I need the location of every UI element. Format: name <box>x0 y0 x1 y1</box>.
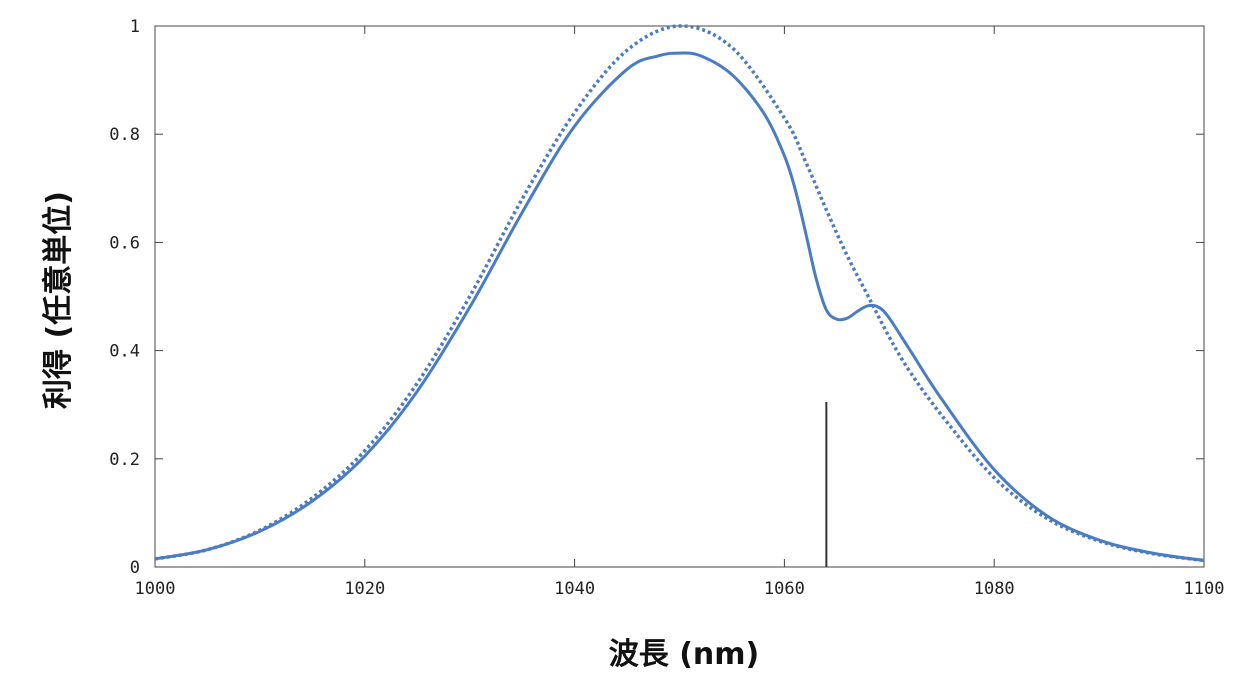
x-tick-label: 1020 <box>344 579 385 599</box>
series-line-dotted <box>154 24 1205 563</box>
x-axis-title: 波長 (nm) <box>609 637 759 672</box>
y-tick-label: 0.2 <box>109 450 140 470</box>
y-tick-label: 0.6 <box>109 233 140 253</box>
y-tick-label: 0.8 <box>109 125 140 145</box>
x-tick-label: 1100 <box>1184 579 1225 599</box>
axis-ticks: 1000 1020 1040 1060 1080 1100 0 0.2 0.4 0.6 0.8 1 <box>109 17 1224 599</box>
y-axis-title: 利得 (任意単位) <box>41 191 76 409</box>
series-line-solid <box>154 51 1205 562</box>
x-tick-label: 1080 <box>974 579 1015 599</box>
plot-frame <box>154 25 1205 568</box>
y-tick-label: 0.4 <box>109 342 140 362</box>
y-tick-label: 0 <box>130 558 140 578</box>
x-tick-label: 1060 <box>764 579 805 599</box>
x-tick-label: 1000 <box>135 579 176 599</box>
x-tick-label: 1040 <box>554 579 595 599</box>
series-layer <box>154 24 1205 563</box>
y-tick-label: 1 <box>130 17 140 37</box>
